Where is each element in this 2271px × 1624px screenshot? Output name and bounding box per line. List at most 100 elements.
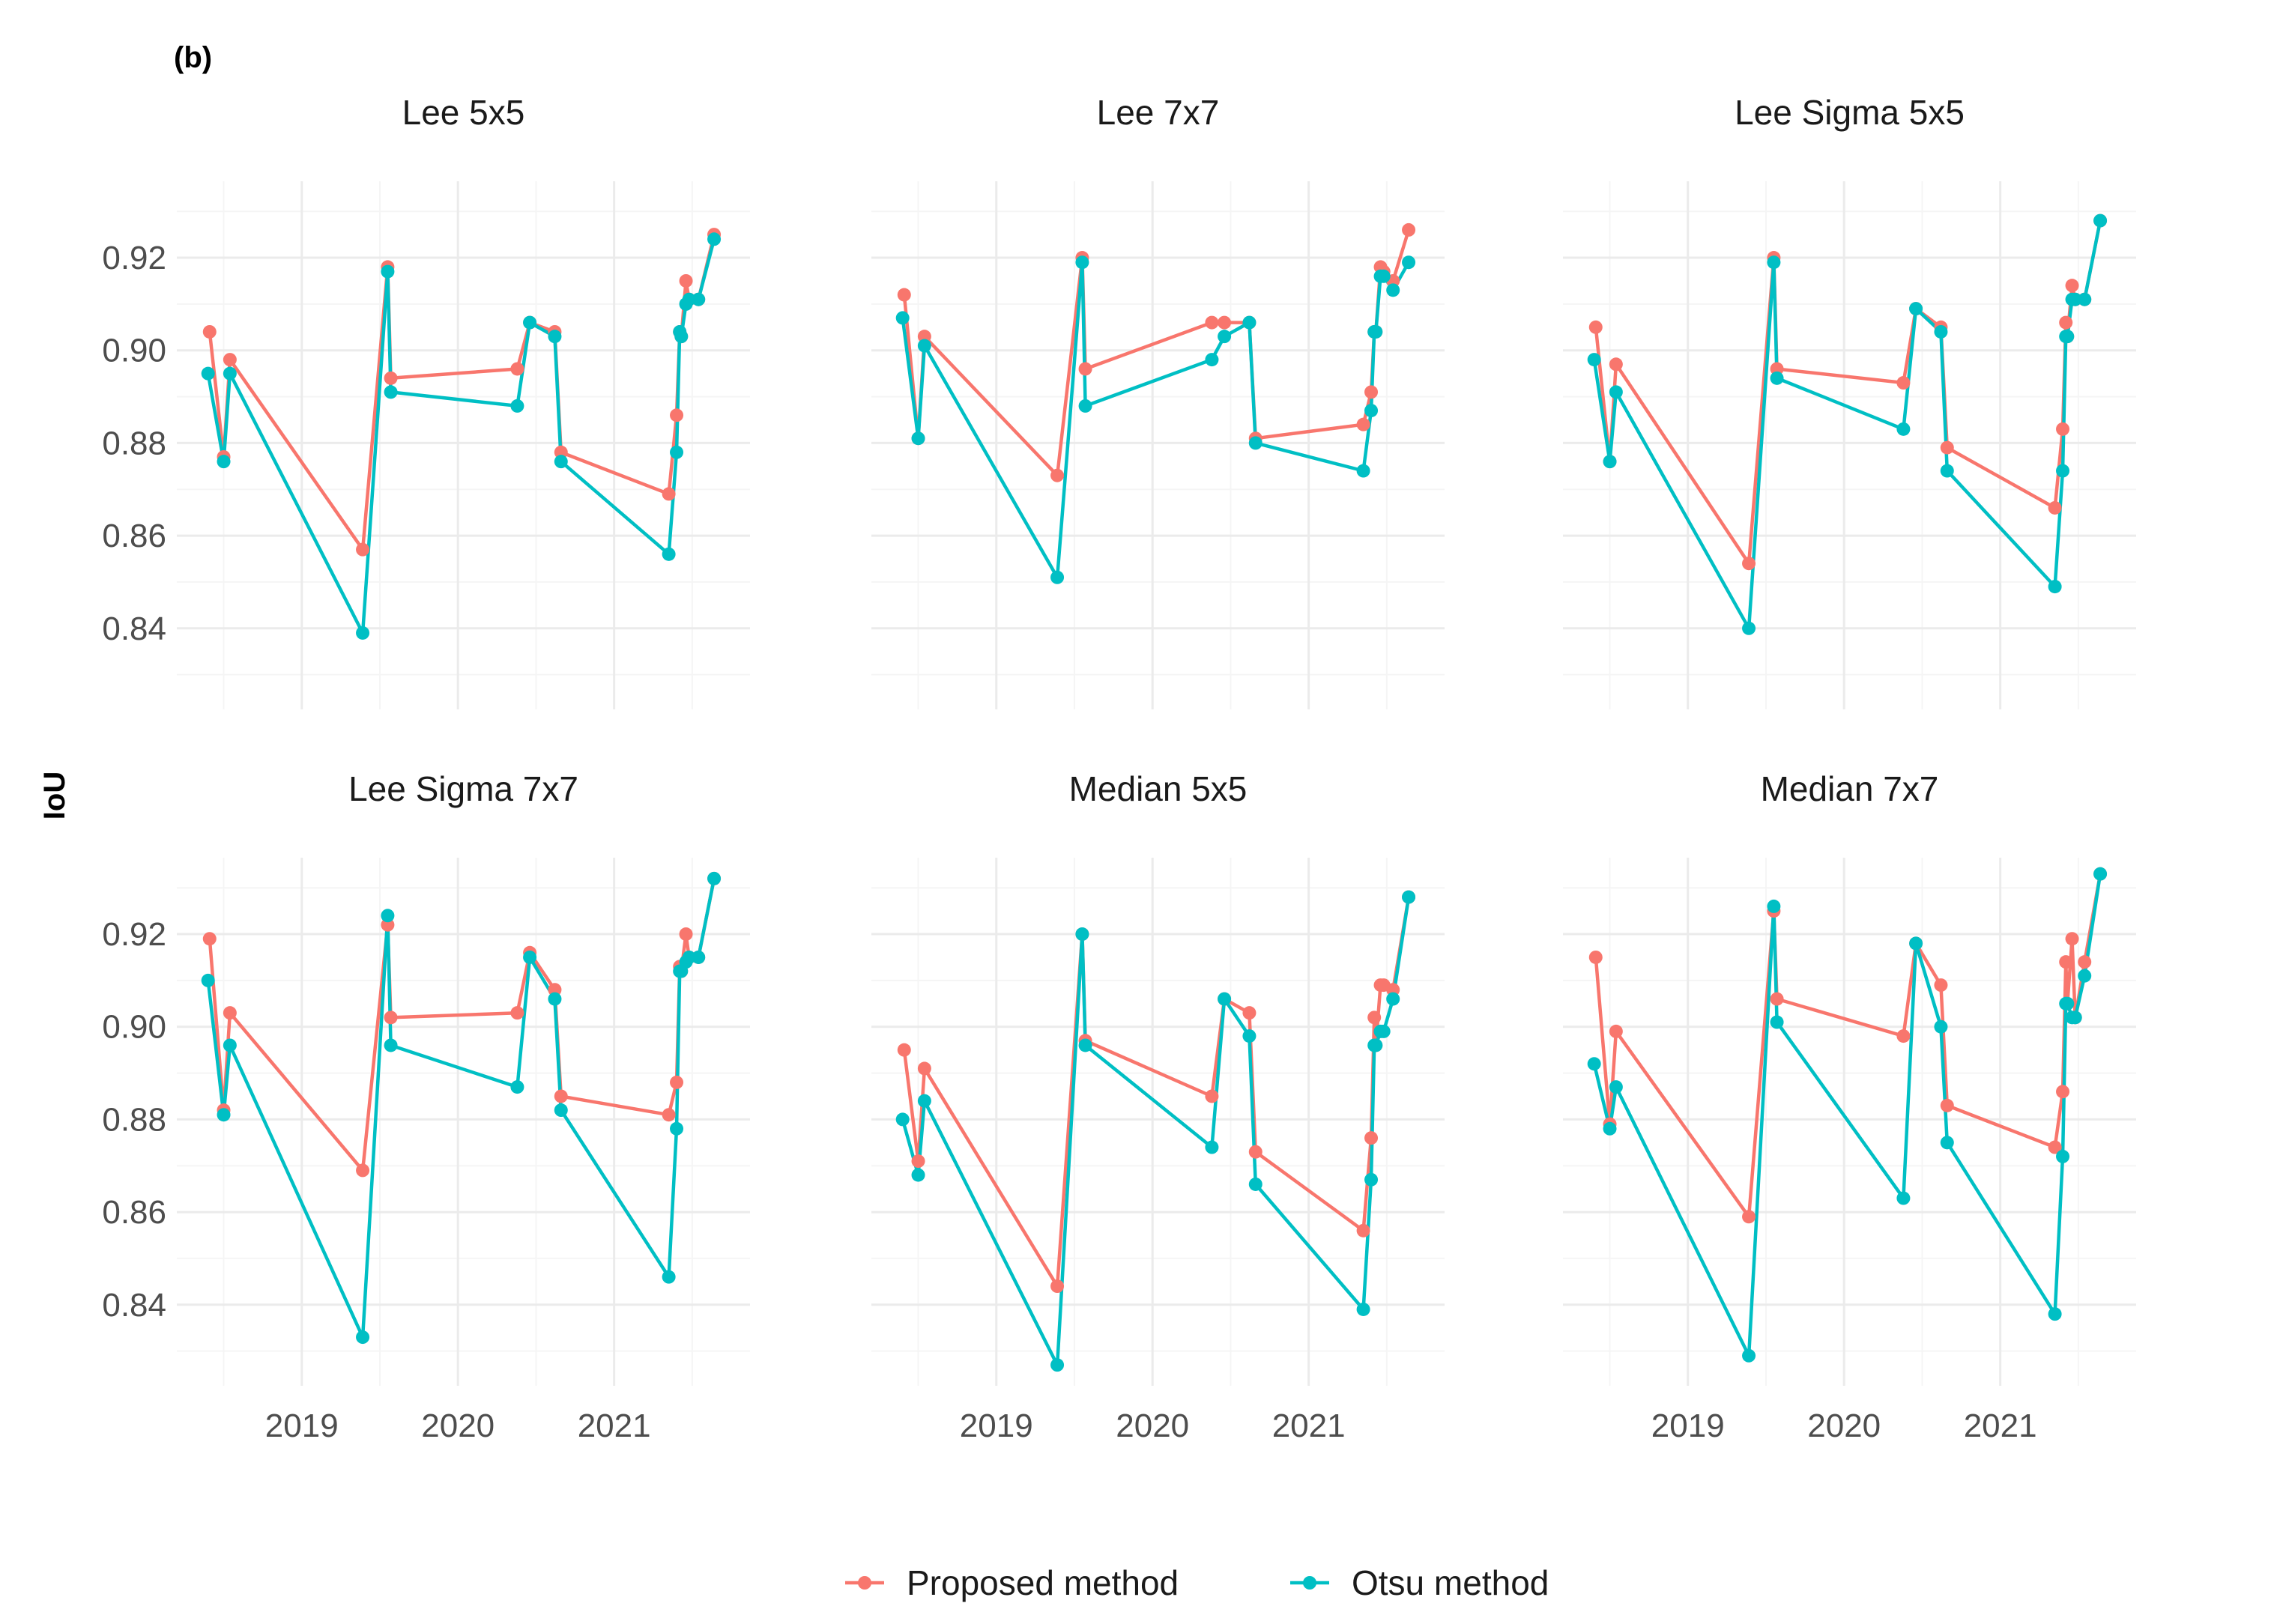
y-tick-label: 0.84 xyxy=(102,610,166,647)
data-point-otsu xyxy=(911,1168,925,1182)
data-point-proposed xyxy=(1367,1011,1382,1025)
data-point-proposed xyxy=(911,1154,925,1169)
series-line-proposed xyxy=(1594,873,2102,1219)
data-point-proposed xyxy=(1050,1279,1065,1294)
data-point-proposed xyxy=(1609,1024,1623,1038)
data-point-proposed xyxy=(1770,992,1784,1006)
data-point-otsu xyxy=(662,547,676,561)
data-point-proposed xyxy=(1588,320,1603,334)
data-point-otsu xyxy=(356,625,370,640)
x-tick-label: 2021 xyxy=(1272,1408,1346,1444)
legend: Proposed method Otsu method xyxy=(845,1563,1549,1602)
data-point-otsu xyxy=(223,366,237,381)
data-point-otsu xyxy=(1742,1348,1756,1363)
data-point-otsu xyxy=(707,232,722,246)
series-line-proposed xyxy=(902,897,1411,1288)
facet-title: Lee Sigma 7x7 xyxy=(348,769,578,808)
data-point-otsu xyxy=(707,871,722,885)
series-line-proposed xyxy=(208,234,716,551)
data-point-otsu xyxy=(1940,1136,1954,1150)
data-point-proposed xyxy=(384,371,398,385)
data-point-otsu xyxy=(356,1330,370,1345)
data-point-otsu xyxy=(1356,1302,1370,1316)
data-point-proposed xyxy=(1242,1006,1257,1020)
data-point-otsu xyxy=(1770,371,1784,385)
series-line-otsu xyxy=(1592,220,2102,631)
series-line-proposed xyxy=(208,878,716,1172)
x-tick-label: 2021 xyxy=(578,1408,651,1444)
facet-panel: Median 7x7 2019 2020 2021 xyxy=(1563,769,2136,1444)
data-point-otsu xyxy=(1909,302,1923,316)
data-point-proposed xyxy=(2056,422,2070,436)
series-line-otsu xyxy=(1592,873,2102,1358)
data-point-otsu xyxy=(1767,899,1781,913)
data-point-otsu xyxy=(1896,422,1911,436)
y-tick-label: 0.86 xyxy=(102,518,166,554)
data-point-proposed xyxy=(897,1043,911,1057)
legend-key-point xyxy=(1303,1576,1316,1590)
data-point-otsu xyxy=(917,1094,931,1108)
data-point-otsu xyxy=(1078,1038,1092,1052)
data-point-proposed xyxy=(554,1089,568,1103)
data-point-otsu xyxy=(911,431,925,446)
data-point-otsu xyxy=(692,950,706,964)
data-point-proposed xyxy=(202,324,217,339)
data-point-proposed xyxy=(679,273,693,288)
data-point-otsu xyxy=(1609,1080,1623,1094)
data-point-otsu xyxy=(2056,464,2070,478)
facet-panel: Lee 5x5 0.84 0.86 0.88 0.90 0.92 xyxy=(102,93,750,709)
data-point-proposed xyxy=(662,487,676,501)
data-point-otsu xyxy=(1075,255,1089,270)
facet-title: Lee 7x7 xyxy=(1097,93,1220,132)
data-point-proposed xyxy=(356,1163,370,1178)
data-point-proposed xyxy=(2048,500,2062,515)
data-point-proposed xyxy=(1896,1029,1911,1043)
data-point-otsu xyxy=(201,973,215,987)
data-point-proposed xyxy=(1364,1131,1379,1145)
data-point-otsu xyxy=(1242,315,1257,330)
data-point-proposed xyxy=(2048,1140,2062,1154)
data-point-otsu xyxy=(674,330,689,344)
data-point-proposed xyxy=(1205,315,1219,330)
data-point-otsu xyxy=(2048,580,2062,594)
data-point-proposed xyxy=(1940,440,1954,455)
facet-panels: Lee 5x5 0.84 0.86 0.88 0.90 0.92 Lee 7x7 Lee Si… xyxy=(102,93,2136,1444)
data-point-proposed xyxy=(1356,1223,1370,1237)
data-point-proposed xyxy=(1588,950,1603,964)
x-tick-label: 2020 xyxy=(1116,1408,1189,1444)
data-point-otsu xyxy=(217,455,231,469)
facet-panel: Lee Sigma 7x7 0.84 0.86 0.88 0.90 0.92 2019 202… xyxy=(102,769,750,1444)
data-point-proposed xyxy=(917,330,931,344)
data-point-proposed xyxy=(510,362,524,376)
data-point-proposed xyxy=(554,445,568,459)
data-point-otsu xyxy=(1386,283,1400,297)
x-tick-label: 2020 xyxy=(421,1408,495,1444)
data-point-otsu xyxy=(1742,621,1756,635)
data-point-otsu xyxy=(2060,330,2075,344)
data-point-otsu xyxy=(1205,353,1219,367)
data-point-otsu xyxy=(1364,404,1379,418)
data-point-otsu xyxy=(381,264,395,279)
y-tick-label: 0.86 xyxy=(102,1194,166,1231)
data-point-otsu xyxy=(1940,464,1954,478)
data-point-otsu xyxy=(223,1038,237,1052)
data-point-otsu xyxy=(2078,292,2092,306)
panel-label: (b) xyxy=(174,41,212,74)
data-point-proposed xyxy=(1609,357,1623,372)
series-line-proposed xyxy=(1594,220,2102,566)
data-point-otsu xyxy=(384,1038,398,1052)
data-point-proposed xyxy=(2065,932,2079,946)
series-line-proposed xyxy=(902,229,1411,477)
data-point-proposed xyxy=(670,1075,684,1089)
data-point-otsu xyxy=(554,1103,568,1118)
data-point-otsu xyxy=(1205,1140,1219,1154)
y-axis-title: IoU xyxy=(38,772,71,819)
data-point-otsu xyxy=(1248,436,1262,450)
data-point-proposed xyxy=(917,1061,931,1076)
data-point-otsu xyxy=(2068,1011,2082,1025)
series-line-otsu xyxy=(901,897,1411,1367)
data-point-proposed xyxy=(1742,557,1756,571)
facet-panel: Lee 7x7 xyxy=(871,93,1445,709)
data-point-otsu xyxy=(682,950,696,964)
